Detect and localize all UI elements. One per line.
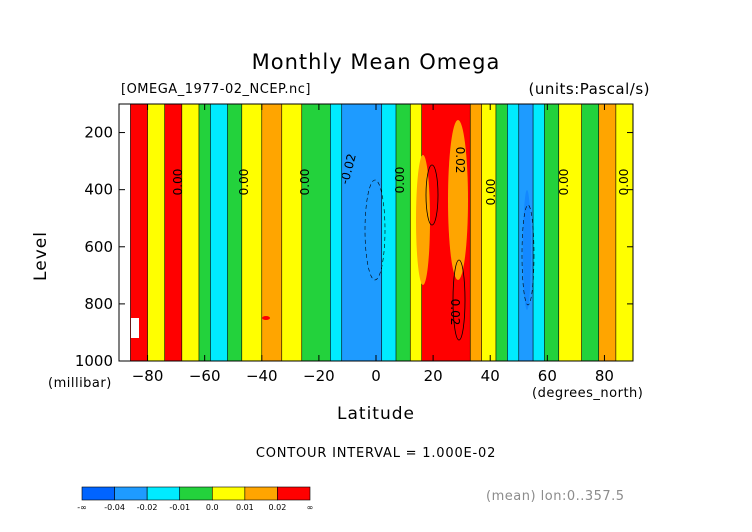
color-band bbox=[598, 104, 617, 361]
colorbar-label: 0.0 bbox=[206, 503, 219, 512]
blue-contour-region bbox=[523, 190, 531, 310]
missing-data-region bbox=[119, 248, 126, 361]
color-band bbox=[518, 104, 534, 361]
color-band bbox=[615, 104, 633, 361]
y-axis-ticks: 1000 800 600 400 200 bbox=[75, 124, 633, 370]
y-tick-label: 600 bbox=[84, 238, 113, 256]
color-band bbox=[581, 104, 600, 361]
red-contour-region bbox=[262, 316, 270, 320]
y-tick-label: 400 bbox=[84, 181, 113, 199]
colorbar-swatch bbox=[244, 486, 278, 501]
x-tick-label: −40 bbox=[246, 367, 278, 385]
contour-label: 0.02 bbox=[448, 299, 462, 326]
color-band bbox=[130, 104, 149, 361]
color-band bbox=[481, 104, 497, 361]
color-band bbox=[227, 104, 243, 361]
x-tick-label: 80 bbox=[595, 367, 614, 385]
colorbar-label: -∞ bbox=[77, 503, 87, 512]
file-label: [OMEGA_1977-02_NCEP.nc] bbox=[121, 82, 311, 97]
y-tick-label: 800 bbox=[84, 295, 113, 313]
color-band bbox=[341, 104, 383, 361]
color-band bbox=[301, 104, 331, 361]
color-band bbox=[544, 104, 560, 361]
color-band bbox=[507, 104, 520, 361]
colorbar-swatch bbox=[211, 486, 246, 501]
x-tick-label: 60 bbox=[538, 367, 557, 385]
contour-label: 0.00 bbox=[171, 169, 185, 196]
colorbar-label: 0.02 bbox=[269, 503, 287, 512]
color-band bbox=[241, 104, 263, 361]
x-tick-label: −80 bbox=[132, 367, 164, 385]
colorbar-swatch bbox=[277, 486, 311, 501]
contour-label: 0.00 bbox=[237, 169, 251, 196]
colorbar-swatch bbox=[114, 486, 148, 501]
color-band bbox=[119, 104, 131, 361]
x-tick-label: −20 bbox=[303, 367, 335, 385]
contour-labels: 0.00 0.00 0.00 -0.02 0.00 0.02 0.00 0.00… bbox=[171, 147, 631, 326]
x-tick-label: 40 bbox=[481, 367, 500, 385]
contour-line bbox=[425, 164, 439, 226]
color-band bbox=[198, 104, 211, 361]
color-band bbox=[330, 104, 343, 361]
contour-label: 0.02 bbox=[453, 147, 467, 174]
color-band bbox=[164, 104, 183, 361]
contour-interval-label: CONTOUR INTERVAL = 1.000E-02 bbox=[255, 446, 497, 461]
x-tick-label: −60 bbox=[189, 367, 221, 385]
color-band bbox=[395, 104, 411, 361]
contour-label: 0.00 bbox=[298, 169, 312, 196]
missing-data-region bbox=[131, 318, 139, 338]
color-band bbox=[470, 104, 483, 361]
color-band bbox=[558, 104, 583, 361]
color-band bbox=[533, 104, 545, 361]
color-band bbox=[210, 104, 229, 361]
color-bands bbox=[119, 104, 633, 361]
contour-label: 0.00 bbox=[393, 167, 407, 194]
x-unit-label: (degrees_north) bbox=[532, 386, 644, 401]
y-unit-label: (millibar) bbox=[48, 376, 112, 391]
x-axis-label: Latitude bbox=[337, 404, 415, 424]
contour-line bbox=[521, 204, 535, 306]
x-tick-label: 20 bbox=[424, 367, 443, 385]
contour-blobs bbox=[119, 120, 535, 361]
contour-line bbox=[452, 259, 466, 341]
color-band bbox=[147, 104, 166, 361]
color-band bbox=[381, 104, 397, 361]
color-band bbox=[281, 104, 303, 361]
color-band bbox=[261, 104, 283, 361]
colorbar-label: -0.01 bbox=[169, 503, 190, 512]
x-tick-label: 0 bbox=[371, 367, 381, 385]
mean-annotation: (mean) lon:0..357.5 bbox=[486, 489, 625, 504]
contour-line bbox=[364, 179, 386, 281]
colorbar-label: -0.02 bbox=[137, 503, 158, 512]
colorbar-swatch bbox=[179, 486, 213, 501]
colorbar-swatch bbox=[81, 486, 115, 501]
chart-title: Monthly Mean Omega bbox=[251, 50, 501, 74]
y-tick-label: 200 bbox=[84, 124, 113, 142]
color-band bbox=[495, 104, 508, 361]
colorbar-label: 0.01 bbox=[236, 503, 254, 512]
units-label: (units:Pascal/s) bbox=[528, 80, 650, 98]
x-axis-ticks: −80 −60 −40 −20 0 20 40 60 80 bbox=[132, 104, 614, 385]
colorbar-label: ∞ bbox=[307, 503, 314, 512]
colorbar: -∞ -0.04 -0.02 -0.01 0.0 0.01 0.02 ∞ bbox=[77, 486, 314, 512]
contour-label: 0.00 bbox=[484, 179, 498, 206]
contour-label: 0.00 bbox=[557, 169, 571, 196]
y-tick-label: 1000 bbox=[75, 352, 113, 370]
color-band bbox=[181, 104, 200, 361]
colorbar-swatch bbox=[146, 486, 181, 501]
colorbar-label: -0.04 bbox=[104, 503, 125, 512]
contour-label: 0.00 bbox=[617, 169, 631, 196]
orange-contour-region bbox=[448, 120, 468, 280]
